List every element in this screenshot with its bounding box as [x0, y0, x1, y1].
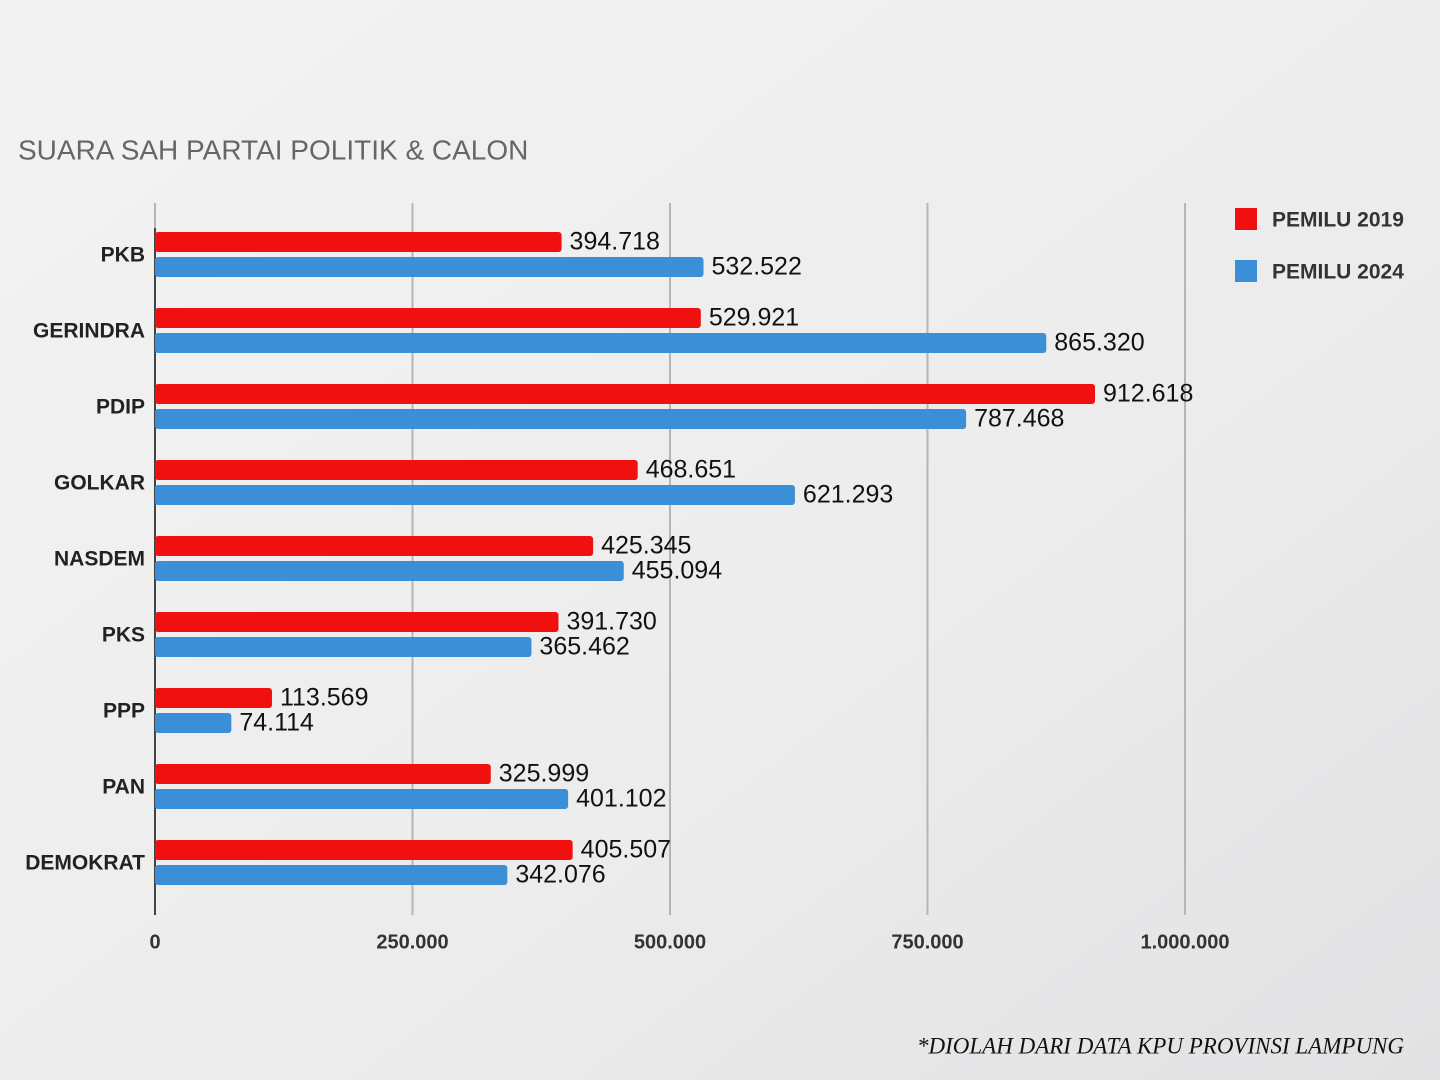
x-tick-label: 500.000 [634, 931, 706, 953]
category-label: PAN [102, 776, 145, 799]
source-note: *DIOLAH DARI DATA KPU PROVINSI LAMPUNG [917, 1033, 1404, 1058]
category-label: GOLKAR [54, 472, 145, 495]
data-label: 532.522 [711, 253, 801, 281]
data-label: 74.114 [239, 709, 314, 737]
bar [155, 764, 491, 784]
category-label: NASDEM [54, 548, 145, 571]
data-label: 405.507 [581, 836, 671, 864]
chart-title: SUARA SAH PARTAI POLITIK & CALON [18, 134, 528, 165]
data-label: 391.730 [566, 608, 656, 636]
category-label: GERINDRA [33, 320, 145, 343]
data-label: 621.293 [803, 481, 893, 509]
data-label: 787.468 [974, 405, 1064, 433]
bar [155, 333, 1047, 353]
data-label: 529.921 [709, 304, 799, 332]
bar [155, 688, 272, 708]
x-tick-label: 250.000 [376, 931, 448, 953]
x-tick-label: 0 [149, 931, 160, 953]
bar [155, 485, 795, 505]
bar [155, 257, 704, 277]
data-label: 425.345 [601, 532, 691, 560]
data-label: 394.718 [570, 228, 660, 256]
bar [155, 536, 594, 556]
bar [155, 409, 967, 429]
category-label: PKB [101, 244, 145, 267]
legend-swatch [1235, 260, 1257, 282]
data-label: 342.076 [515, 861, 605, 889]
bar [155, 232, 562, 252]
bar [155, 561, 624, 581]
bar [155, 384, 1095, 404]
data-label: 455.094 [632, 557, 722, 585]
category-label: PKS [102, 624, 145, 647]
data-label: 468.651 [646, 456, 736, 484]
bar [155, 612, 559, 632]
bar [155, 840, 573, 860]
x-tick-label: 750.000 [891, 931, 963, 953]
data-label: 401.102 [576, 785, 666, 813]
data-label: 912.618 [1103, 380, 1193, 408]
legend-label: PEMILU 2024 [1272, 261, 1404, 284]
data-label: 365.462 [539, 633, 629, 661]
legend-swatch [1235, 208, 1257, 230]
data-label: 325.999 [499, 760, 589, 788]
x-tick-label: 1.000.000 [1141, 931, 1230, 953]
bar [155, 789, 569, 809]
bar [155, 460, 638, 480]
data-label: 865.320 [1054, 329, 1144, 357]
legend-label: PEMILU 2019 [1272, 209, 1404, 232]
category-label: DEMOKRAT [25, 852, 145, 875]
bar [155, 637, 532, 657]
category-label: PDIP [96, 396, 145, 419]
data-label: 113.569 [280, 684, 369, 712]
category-label: PPP [103, 700, 145, 723]
bar [155, 713, 232, 733]
bar [155, 308, 701, 328]
bar [155, 865, 508, 885]
